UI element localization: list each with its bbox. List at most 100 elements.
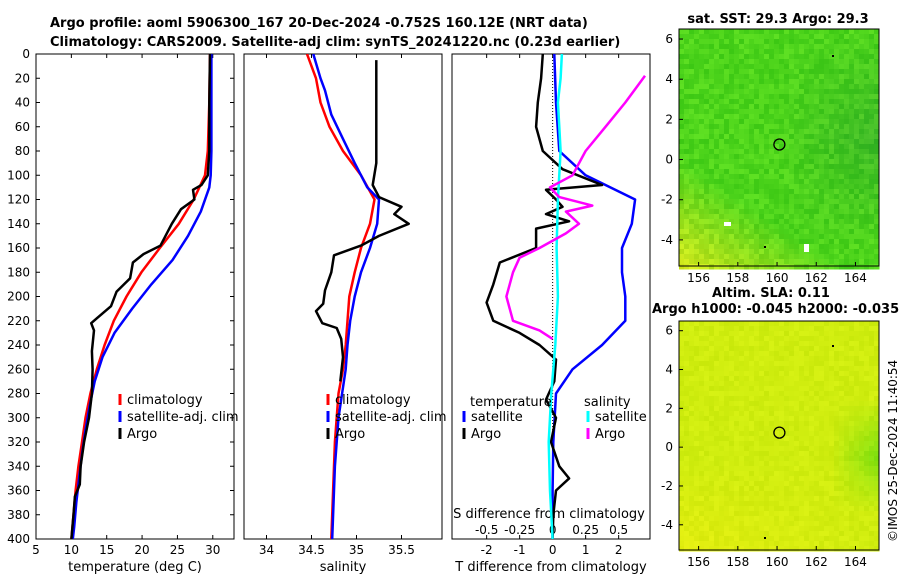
sla_map-cell: [834, 401, 840, 407]
sla_map-cell: [754, 501, 760, 507]
sla_map-cell: [769, 436, 775, 442]
sst_map-cell: [784, 219, 790, 225]
sla_map-cell: [679, 446, 685, 452]
sst_map-cell: [869, 189, 875, 195]
sst_map-cell: [819, 154, 825, 160]
sst_map-cell: [689, 149, 695, 155]
sla_map-cell: [704, 541, 710, 547]
sla_map-cell: [744, 381, 750, 387]
sla_map-cell: [839, 421, 845, 427]
sla_map-cell: [839, 466, 845, 472]
sla_map-cell: [739, 451, 745, 457]
sst_map-cell: [874, 169, 880, 175]
sla_map-cell: [834, 461, 840, 467]
sst_map-cell: [804, 214, 810, 220]
sst_map-cell: [839, 184, 845, 190]
sla_map-cell: [779, 441, 785, 447]
sst_map-cell: [719, 194, 725, 200]
differences-xtick-label: 0: [549, 543, 557, 557]
sst_map-cell: [694, 154, 700, 160]
sst_map-cell: [854, 214, 860, 220]
sla_map-cell: [684, 446, 690, 452]
sla_map-cell: [859, 366, 865, 372]
sla_map-cell: [849, 501, 855, 507]
sla_map-cell: [724, 496, 730, 502]
sla_map-cell: [724, 441, 730, 447]
sla_map-cell: [754, 351, 760, 357]
sla_map-cell: [804, 356, 810, 362]
sla_map-cell: [769, 416, 775, 422]
sst_map-cell: [779, 99, 785, 105]
sst_map-cell: [819, 174, 825, 180]
sla_map-cell: [749, 346, 755, 352]
sst_map-cell: [784, 64, 790, 70]
sst_map-cell: [774, 219, 780, 225]
sst_map-cell: [789, 69, 795, 75]
sla_map-cell: [764, 436, 770, 442]
sla_map-cell: [699, 411, 705, 417]
sst_map-cell: [704, 129, 710, 135]
sst_map-cell: [849, 189, 855, 195]
sla_map-cell: [709, 451, 715, 457]
sst_map-cell: [869, 34, 875, 40]
sst_map-cell: [809, 229, 815, 235]
sla_map-cell: [819, 336, 825, 342]
sst_map-cell: [704, 59, 710, 65]
sst_map-cell: [874, 114, 880, 120]
sla_map-cell: [814, 461, 820, 467]
sst_map-cell: [844, 129, 850, 135]
sla_map-cell: [694, 546, 700, 552]
sla_map-cell: [829, 541, 835, 547]
sst_map-cell: [799, 189, 805, 195]
sst_map-cell: [734, 199, 740, 205]
sst_map-cell: [819, 54, 825, 60]
sst_map-cell: [814, 124, 820, 130]
sst_map-cell: [799, 104, 805, 110]
sst_map-cell: [764, 219, 770, 225]
sla_map-cell: [679, 481, 685, 487]
sst_map-cell: [839, 194, 845, 200]
sla_map-cell: [729, 426, 735, 432]
sst_map-cell: [729, 174, 735, 180]
sla_map-cell: [869, 521, 875, 527]
sst_map-cell: [729, 234, 735, 240]
sst_map-cell: [739, 104, 745, 110]
sla_map-cell: [679, 471, 685, 477]
sst_map-cell: [794, 164, 800, 170]
sst_map-cell: [834, 84, 840, 90]
sst_map-cell: [774, 144, 780, 150]
sla_map-cell: [689, 466, 695, 472]
sst_map-cell: [839, 169, 845, 175]
sst_map-cell: [709, 254, 715, 260]
sst_map-cell: [834, 204, 840, 210]
sst_map-cell: [779, 179, 785, 185]
sla_map-cell: [749, 516, 755, 522]
sst_map-cell: [869, 144, 875, 150]
sst_map-cell: [744, 214, 750, 220]
sst_map-cell: [824, 99, 830, 105]
sst_map-cell: [869, 109, 875, 115]
sla_map-cell: [834, 366, 840, 372]
sst_map-cell: [679, 184, 685, 190]
sst_map-cell: [784, 89, 790, 95]
sst_map-cell: [744, 39, 750, 45]
sst_map-cell: [784, 94, 790, 100]
sst_map-cell: [799, 69, 805, 75]
sst_map-cell: [714, 234, 720, 240]
sst_map-cell: [789, 144, 795, 150]
sst_map-cell: [749, 164, 755, 170]
sst_map-cell: [774, 184, 780, 190]
sst_map-cell: [864, 114, 870, 120]
sst_map-cell: [794, 144, 800, 150]
sst_map-cell: [724, 254, 730, 260]
sla_map-cell: [774, 421, 780, 427]
sst_map-cell: [789, 204, 795, 210]
sst_map-cell: [859, 144, 865, 150]
sst_map-cell: [839, 124, 845, 130]
sst_map-cell: [729, 214, 735, 220]
sla_map-cell: [704, 321, 710, 327]
sst_map-cell: [784, 204, 790, 210]
sla_map-cell: [679, 491, 685, 497]
sla_map-cell: [679, 411, 685, 417]
sst_map-cell: [779, 59, 785, 65]
